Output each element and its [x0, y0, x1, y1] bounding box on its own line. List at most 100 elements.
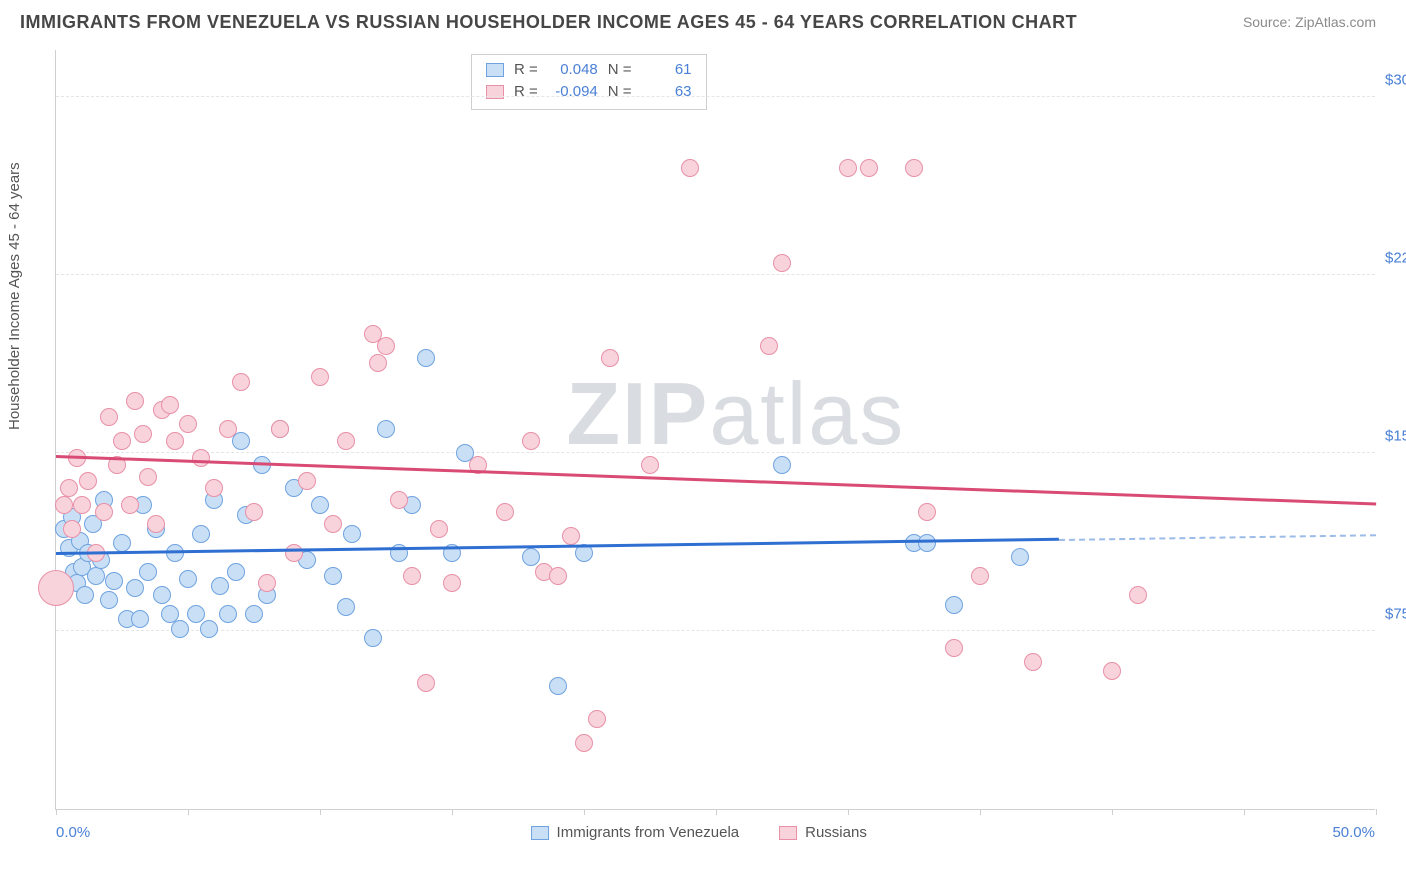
legend-item: Immigrants from Venezuela	[531, 824, 740, 841]
legend-label: Immigrants from Venezuela	[557, 824, 740, 841]
scatter-point	[139, 563, 157, 581]
scatter-point	[417, 674, 435, 692]
scatter-point	[113, 534, 131, 552]
scatter-point	[337, 432, 355, 450]
scatter-point	[343, 525, 361, 543]
scatter-point	[298, 472, 316, 490]
scatter-point	[38, 570, 74, 606]
scatter-point	[522, 432, 540, 450]
scatter-point	[245, 503, 263, 521]
scatter-point	[377, 337, 395, 355]
gridline	[56, 96, 1375, 97]
y-tick-label: $300,000	[1385, 71, 1406, 88]
x-tick	[56, 809, 57, 815]
scatter-point	[1103, 662, 1121, 680]
stat-value-n: 63	[642, 81, 692, 103]
legend-item: Russians	[779, 824, 867, 841]
y-tick-label: $75,000	[1385, 605, 1406, 622]
scatter-point	[271, 420, 289, 438]
y-axis-label: Householder Income Ages 45 - 64 years	[6, 162, 23, 430]
stat-label-n: N =	[608, 81, 632, 103]
scatter-point	[139, 468, 157, 486]
scatter-point	[324, 567, 342, 585]
scatter-point	[87, 567, 105, 585]
scatter-point	[100, 408, 118, 426]
scatter-point	[211, 577, 229, 595]
scatter-point	[219, 605, 237, 623]
x-tick	[584, 809, 585, 815]
scatter-point	[179, 415, 197, 433]
stat-label-r: R =	[514, 81, 538, 103]
legend-label: Russians	[805, 824, 867, 841]
scatter-point	[134, 425, 152, 443]
scatter-point	[575, 734, 593, 752]
scatter-point	[192, 525, 210, 543]
scatter-point	[79, 472, 97, 490]
x-tick	[1244, 809, 1245, 815]
stat-label-r: R =	[514, 59, 538, 81]
stats-row: R = 0.048 N = 61	[486, 59, 692, 81]
scatter-point	[285, 544, 303, 562]
x-tick	[452, 809, 453, 815]
scatter-plot-area: ZIPatlas R = 0.048 N = 61 R = -0.094 N =…	[55, 50, 1375, 810]
scatter-point	[945, 596, 963, 614]
x-axis-min-label: 0.0%	[56, 824, 90, 841]
swatch-icon	[531, 826, 549, 840]
scatter-point	[60, 479, 78, 497]
gridline	[56, 630, 1375, 631]
scatter-point	[681, 159, 699, 177]
scatter-point	[179, 570, 197, 588]
scatter-point	[773, 254, 791, 272]
scatter-point	[562, 527, 580, 545]
swatch-icon	[779, 826, 797, 840]
scatter-point	[232, 373, 250, 391]
scatter-point	[549, 567, 567, 585]
scatter-point	[905, 159, 923, 177]
scatter-point	[245, 605, 263, 623]
x-tick	[1112, 809, 1113, 815]
scatter-point	[430, 520, 448, 538]
scatter-point	[100, 591, 118, 609]
scatter-point	[95, 503, 113, 521]
scatter-point	[588, 710, 606, 728]
x-tick	[716, 809, 717, 815]
trend-line	[56, 455, 1376, 505]
scatter-point	[161, 396, 179, 414]
x-axis-max-label: 50.0%	[1332, 824, 1375, 841]
legend: Immigrants from Venezuela Russians	[531, 824, 867, 841]
scatter-point	[1129, 586, 1147, 604]
scatter-point	[377, 420, 395, 438]
scatter-point	[55, 496, 73, 514]
scatter-point	[219, 420, 237, 438]
x-tick	[980, 809, 981, 815]
scatter-point	[121, 496, 139, 514]
scatter-point	[496, 503, 514, 521]
y-tick-label: $225,000	[1385, 249, 1406, 266]
scatter-point	[171, 620, 189, 638]
scatter-point	[945, 639, 963, 657]
scatter-point	[918, 503, 936, 521]
correlation-stats-box: R = 0.048 N = 61 R = -0.094 N = 63	[471, 54, 707, 110]
scatter-point	[200, 620, 218, 638]
x-tick	[320, 809, 321, 815]
chart-title: IMMIGRANTS FROM VENEZUELA VS RUSSIAN HOU…	[20, 12, 1077, 33]
x-tick	[1376, 809, 1377, 815]
scatter-point	[311, 368, 329, 386]
stat-value-r: 0.048	[548, 59, 598, 81]
gridline	[56, 274, 1375, 275]
source-attribution: Source: ZipAtlas.com	[1243, 14, 1376, 30]
stats-row: R = -0.094 N = 63	[486, 81, 692, 103]
scatter-point	[166, 432, 184, 450]
gridline	[56, 452, 1375, 453]
scatter-point	[73, 496, 91, 514]
stat-value-n: 61	[642, 59, 692, 81]
scatter-point	[522, 548, 540, 566]
scatter-point	[1011, 548, 1029, 566]
scatter-point	[105, 572, 123, 590]
x-tick	[848, 809, 849, 815]
scatter-point	[760, 337, 778, 355]
scatter-point	[227, 563, 245, 581]
scatter-point	[1024, 653, 1042, 671]
scatter-point	[369, 354, 387, 372]
scatter-point	[443, 574, 461, 592]
